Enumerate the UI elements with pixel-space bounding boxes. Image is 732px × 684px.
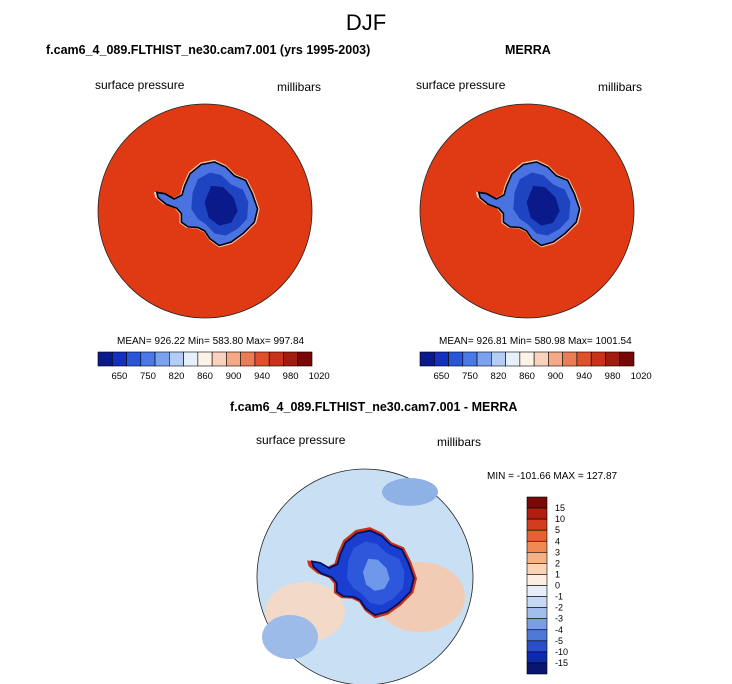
panel-2-colorbar-swatch (590, 351, 606, 367)
panel-3-colorbar-tick-label: -1 (555, 592, 563, 602)
panel-1-colorbar-swatch (154, 351, 170, 367)
panel-3-colorbar-tick-label: -10 (555, 647, 568, 657)
panel-1-colorbar-swatch (140, 351, 156, 367)
panel-1-colorbar-swatch (97, 351, 113, 367)
panel-3-negative-anomaly (382, 478, 438, 506)
panel-1-colorbar-tick-label: 750 (140, 371, 156, 382)
panel-3-colorbar-tick-label: -4 (555, 625, 563, 635)
panel-2-colorbar-tick-label: 860 (519, 371, 535, 382)
panel-3-colorbar-swatch (526, 651, 548, 664)
panel-1-colorbar-swatch (240, 351, 256, 367)
panel-3-colorbar-tick-label: 4 (555, 536, 560, 546)
panel-3-colorbar-tick-label: -15 (555, 658, 568, 668)
panel-3-colorbar-swatch (526, 496, 548, 509)
panel-2-stats: MEAN= 926.81 Min= 580.98 Max= 1001.54 (439, 336, 632, 347)
panel-2-colorbar-tick-label: 900 (548, 371, 564, 382)
panel-2-ice-sheet-core (526, 185, 560, 226)
panel-1-colorbar-tick-label: 940 (254, 371, 270, 382)
panel-3-colorbar-swatch (526, 529, 548, 542)
panel-1-colorbar-swatch (297, 351, 313, 367)
panel-3-colorbar-tick-label: -3 (555, 614, 563, 624)
panel-3-colorbar-tick-label: 5 (555, 525, 560, 535)
panel-3-colorbar-swatch (526, 629, 548, 642)
panel-3-colorbar-swatch (526, 552, 548, 564)
panel-1-ice-sheet-core (204, 185, 238, 226)
panel-1-colorbar-tick-label: 650 (111, 371, 127, 382)
panel-3-colorbar-swatch (526, 585, 548, 597)
panel-3-colorbar-tick-label: 10 (555, 514, 565, 524)
panel-2-title: MERRA (505, 43, 551, 57)
panel-1-colorbar-swatch (254, 351, 270, 367)
panel-1-variable-label: surface pressure (95, 78, 185, 92)
panel-1-colorbar-swatch (197, 351, 213, 367)
panel-3-colorbar-swatch (526, 507, 548, 520)
panel-2-colorbar-swatch (433, 351, 449, 367)
panel-3-colorbar-swatch (526, 607, 548, 619)
panel-2-colorbar-swatch (462, 351, 478, 367)
panel-2-colorbar-tick-label: 980 (605, 371, 621, 382)
panel-1-colorbar-swatch (268, 351, 284, 367)
panel-1-title: f.cam6_4_089.FLTHIST_ne30.cam7.001 (yrs … (46, 43, 371, 57)
panel-2-colorbar-swatch (519, 351, 535, 367)
panel-3-units-label: millibars (437, 435, 482, 449)
panel-2-colorbar-swatch (505, 351, 521, 367)
panel-1-colorbar-tick-label: 900 (226, 371, 242, 382)
panel-2-colorbar-swatch (491, 351, 506, 367)
panel-2-colorbar-swatch (476, 351, 492, 367)
panel-3-ice-anomaly-core (362, 558, 390, 591)
panel-2-colorbar-tick-label: 750 (462, 371, 478, 382)
panel-1-colorbar-swatch (211, 351, 227, 367)
panel-2-colorbar-tick-label: 650 (433, 371, 449, 382)
panel-1-colorbar-tick-label: 1020 (309, 371, 330, 382)
panel-1-colorbar-tick-label: 860 (197, 371, 213, 382)
figure-title: DJF (345, 10, 387, 35)
panel-3-colorbar-swatch (526, 618, 548, 631)
panel-3-stats: MIN = -101.66 MAX = 127.87 (487, 471, 618, 482)
panel-3-title: f.cam6_4_089.FLTHIST_ne30.cam7.001 - MER… (230, 400, 518, 414)
panel-1-colorbar-swatch (226, 351, 241, 367)
panel-2-colorbar-swatch (448, 351, 464, 367)
panel-3-colorbar-tick-label: 2 (555, 558, 560, 568)
panel-3-colorbar-tick-label: 3 (555, 547, 560, 557)
panel-1-colorbar-swatch (111, 351, 127, 367)
panel-2-colorbar-swatch (605, 351, 621, 367)
panel-3-colorbar-swatch (526, 596, 548, 608)
panel-3-colorbar-tick-label: 15 (555, 503, 565, 513)
panel-3-colorbar-tick-label: 0 (555, 581, 560, 591)
panel-1-stats: MEAN= 926.22 Min= 583.80 Max= 997.84 (117, 336, 305, 347)
panel-1-colorbar-tick-label: 820 (169, 371, 185, 382)
panel-2-colorbar-swatch (548, 351, 563, 367)
panel-3-colorbar-swatch (526, 518, 548, 531)
panel-2-units-label: millibars (598, 80, 643, 94)
panel-2-colorbar-swatch (419, 351, 435, 367)
panel-2-colorbar-tick-label: 1020 (631, 371, 652, 382)
panel-2-colorbar-tick-label: 820 (491, 371, 507, 382)
panel-2-colorbar-swatch (562, 351, 578, 367)
panel-3-variable-label: surface pressure (256, 433, 346, 447)
panel-1-colorbar-swatch (283, 351, 299, 367)
panel-1-colorbar-swatch (183, 351, 199, 367)
panel-3-colorbar-tick-label: -2 (555, 603, 563, 613)
panel-2-colorbar-swatch (619, 351, 635, 367)
panel-3-negative-anomaly (262, 615, 318, 659)
panel-1-colorbar-swatch (169, 351, 184, 367)
panel-3-colorbar-swatch (526, 540, 548, 553)
panel-3-colorbar-swatch (526, 662, 548, 675)
panel-3-colorbar-tick-label: -5 (555, 636, 563, 646)
panel-2-colorbar-swatch (533, 351, 549, 367)
panel-2-colorbar-swatch (576, 351, 592, 367)
panel-3-colorbar-swatch (526, 640, 548, 653)
panel-3-colorbar-tick-label: 1 (555, 569, 560, 579)
panel-1-colorbar-swatch (126, 351, 142, 367)
panel-2-variable-label: surface pressure (416, 78, 506, 92)
panel-1-units-label: millibars (277, 80, 322, 94)
panel-1-colorbar-tick-label: 980 (283, 371, 299, 382)
panel-2-colorbar-tick-label: 940 (576, 371, 592, 382)
panel-3-colorbar-swatch (526, 574, 548, 586)
panel-3-colorbar-swatch (526, 563, 548, 575)
